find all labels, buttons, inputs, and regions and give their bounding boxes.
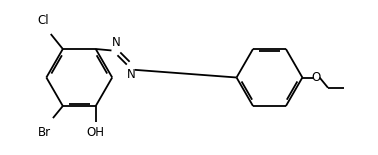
Text: Cl: Cl bbox=[38, 14, 49, 27]
Text: O: O bbox=[311, 71, 321, 84]
Text: N: N bbox=[127, 68, 136, 81]
Text: OH: OH bbox=[87, 126, 105, 140]
Text: Br: Br bbox=[38, 126, 51, 139]
Text: N: N bbox=[112, 36, 120, 49]
